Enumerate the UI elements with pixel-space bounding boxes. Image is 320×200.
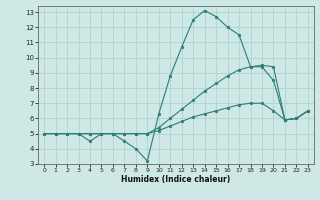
X-axis label: Humidex (Indice chaleur): Humidex (Indice chaleur)	[121, 175, 231, 184]
